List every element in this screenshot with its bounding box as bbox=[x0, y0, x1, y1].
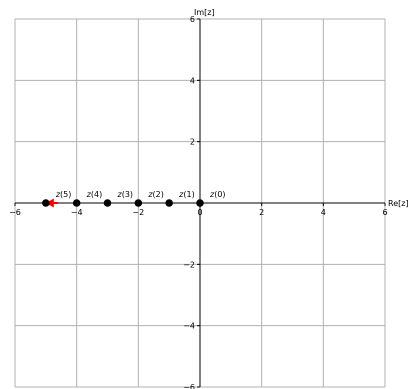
data-point bbox=[72, 199, 81, 207]
x-axis-label: Re[z] bbox=[388, 199, 408, 208]
data-point bbox=[134, 199, 143, 207]
data-point-label: z(0) bbox=[209, 190, 226, 199]
y-tick-label: 6 bbox=[190, 15, 195, 24]
y-tick-label: 2 bbox=[190, 138, 195, 147]
x-tick-label: 6 bbox=[382, 208, 387, 217]
x-tick-label: −2 bbox=[132, 208, 144, 217]
x-tick-label: −4 bbox=[71, 208, 83, 217]
data-point bbox=[165, 199, 173, 207]
data-point-label: z(2) bbox=[147, 190, 164, 199]
data-point-label: z(4) bbox=[86, 190, 103, 199]
x-tick-label: 4 bbox=[321, 208, 326, 217]
y-tick-label: −2 bbox=[183, 260, 195, 269]
data-point bbox=[103, 199, 112, 207]
tick-labels: −6 −4 −2 0 2 4 6 −6 −4 −2 2 4 6 bbox=[9, 15, 387, 389]
x-tick-label: −6 bbox=[9, 208, 21, 217]
data-point-label: z(1) bbox=[178, 190, 195, 199]
data-point bbox=[196, 199, 204, 207]
x-tick-label: 2 bbox=[259, 208, 264, 217]
x-tick-label: 0 bbox=[197, 208, 202, 217]
y-tick-label: 4 bbox=[190, 76, 195, 85]
data-point-label: z(5) bbox=[55, 190, 72, 199]
y-tick-label: −6 bbox=[183, 383, 195, 389]
y-tick-label: −4 bbox=[183, 322, 195, 331]
data-point bbox=[42, 199, 50, 207]
y-axis-label: Im[z] bbox=[194, 8, 215, 17]
data-point-label: z(3) bbox=[117, 190, 134, 199]
data-points: z(0) z(1) z(2) z(3) z(4) z(5) bbox=[42, 190, 226, 208]
direction-arrow-head bbox=[45, 198, 54, 208]
